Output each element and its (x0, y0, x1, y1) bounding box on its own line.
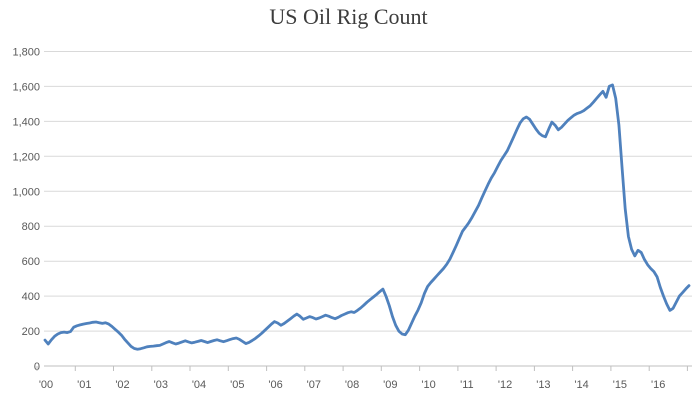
x-tick-label: '15 (613, 379, 627, 391)
y-tick-label: 600 (22, 256, 40, 268)
x-tick-label: '13 (536, 379, 550, 391)
y-tick-label: 800 (22, 221, 40, 233)
y-tick-label: 1,200 (12, 151, 40, 163)
y-tick-label: 1,600 (12, 81, 40, 93)
x-tick-label: '03 (154, 379, 168, 391)
y-tick-label: 1,000 (12, 186, 40, 198)
x-tick-label: '08 (345, 379, 359, 391)
x-tick-label: '16 (651, 379, 665, 391)
x-tick-label: '09 (383, 379, 397, 391)
rig-count-line (43, 83, 691, 351)
x-tick-label: '12 (498, 379, 512, 391)
y-tick-label: 1,400 (12, 116, 40, 128)
x-tick-label: '10 (421, 379, 435, 391)
y-tick-label: 1,800 (12, 47, 40, 59)
x-tick-label: '05 (230, 379, 244, 391)
x-tick-label: '04 (192, 379, 206, 391)
x-tick-label: '11 (460, 379, 474, 391)
x-tick-label: '02 (115, 379, 129, 391)
y-tick-label: 400 (22, 291, 40, 303)
y-tick-label: 200 (22, 326, 40, 338)
x-tick-label: '06 (268, 379, 282, 391)
x-tick-label: '01 (77, 379, 91, 391)
x-tick-label: '07 (307, 379, 321, 391)
x-tick-label: '00 (39, 379, 53, 391)
chart-title: US Oil Rig Count (269, 4, 428, 29)
x-tick-label: '14 (574, 379, 588, 391)
